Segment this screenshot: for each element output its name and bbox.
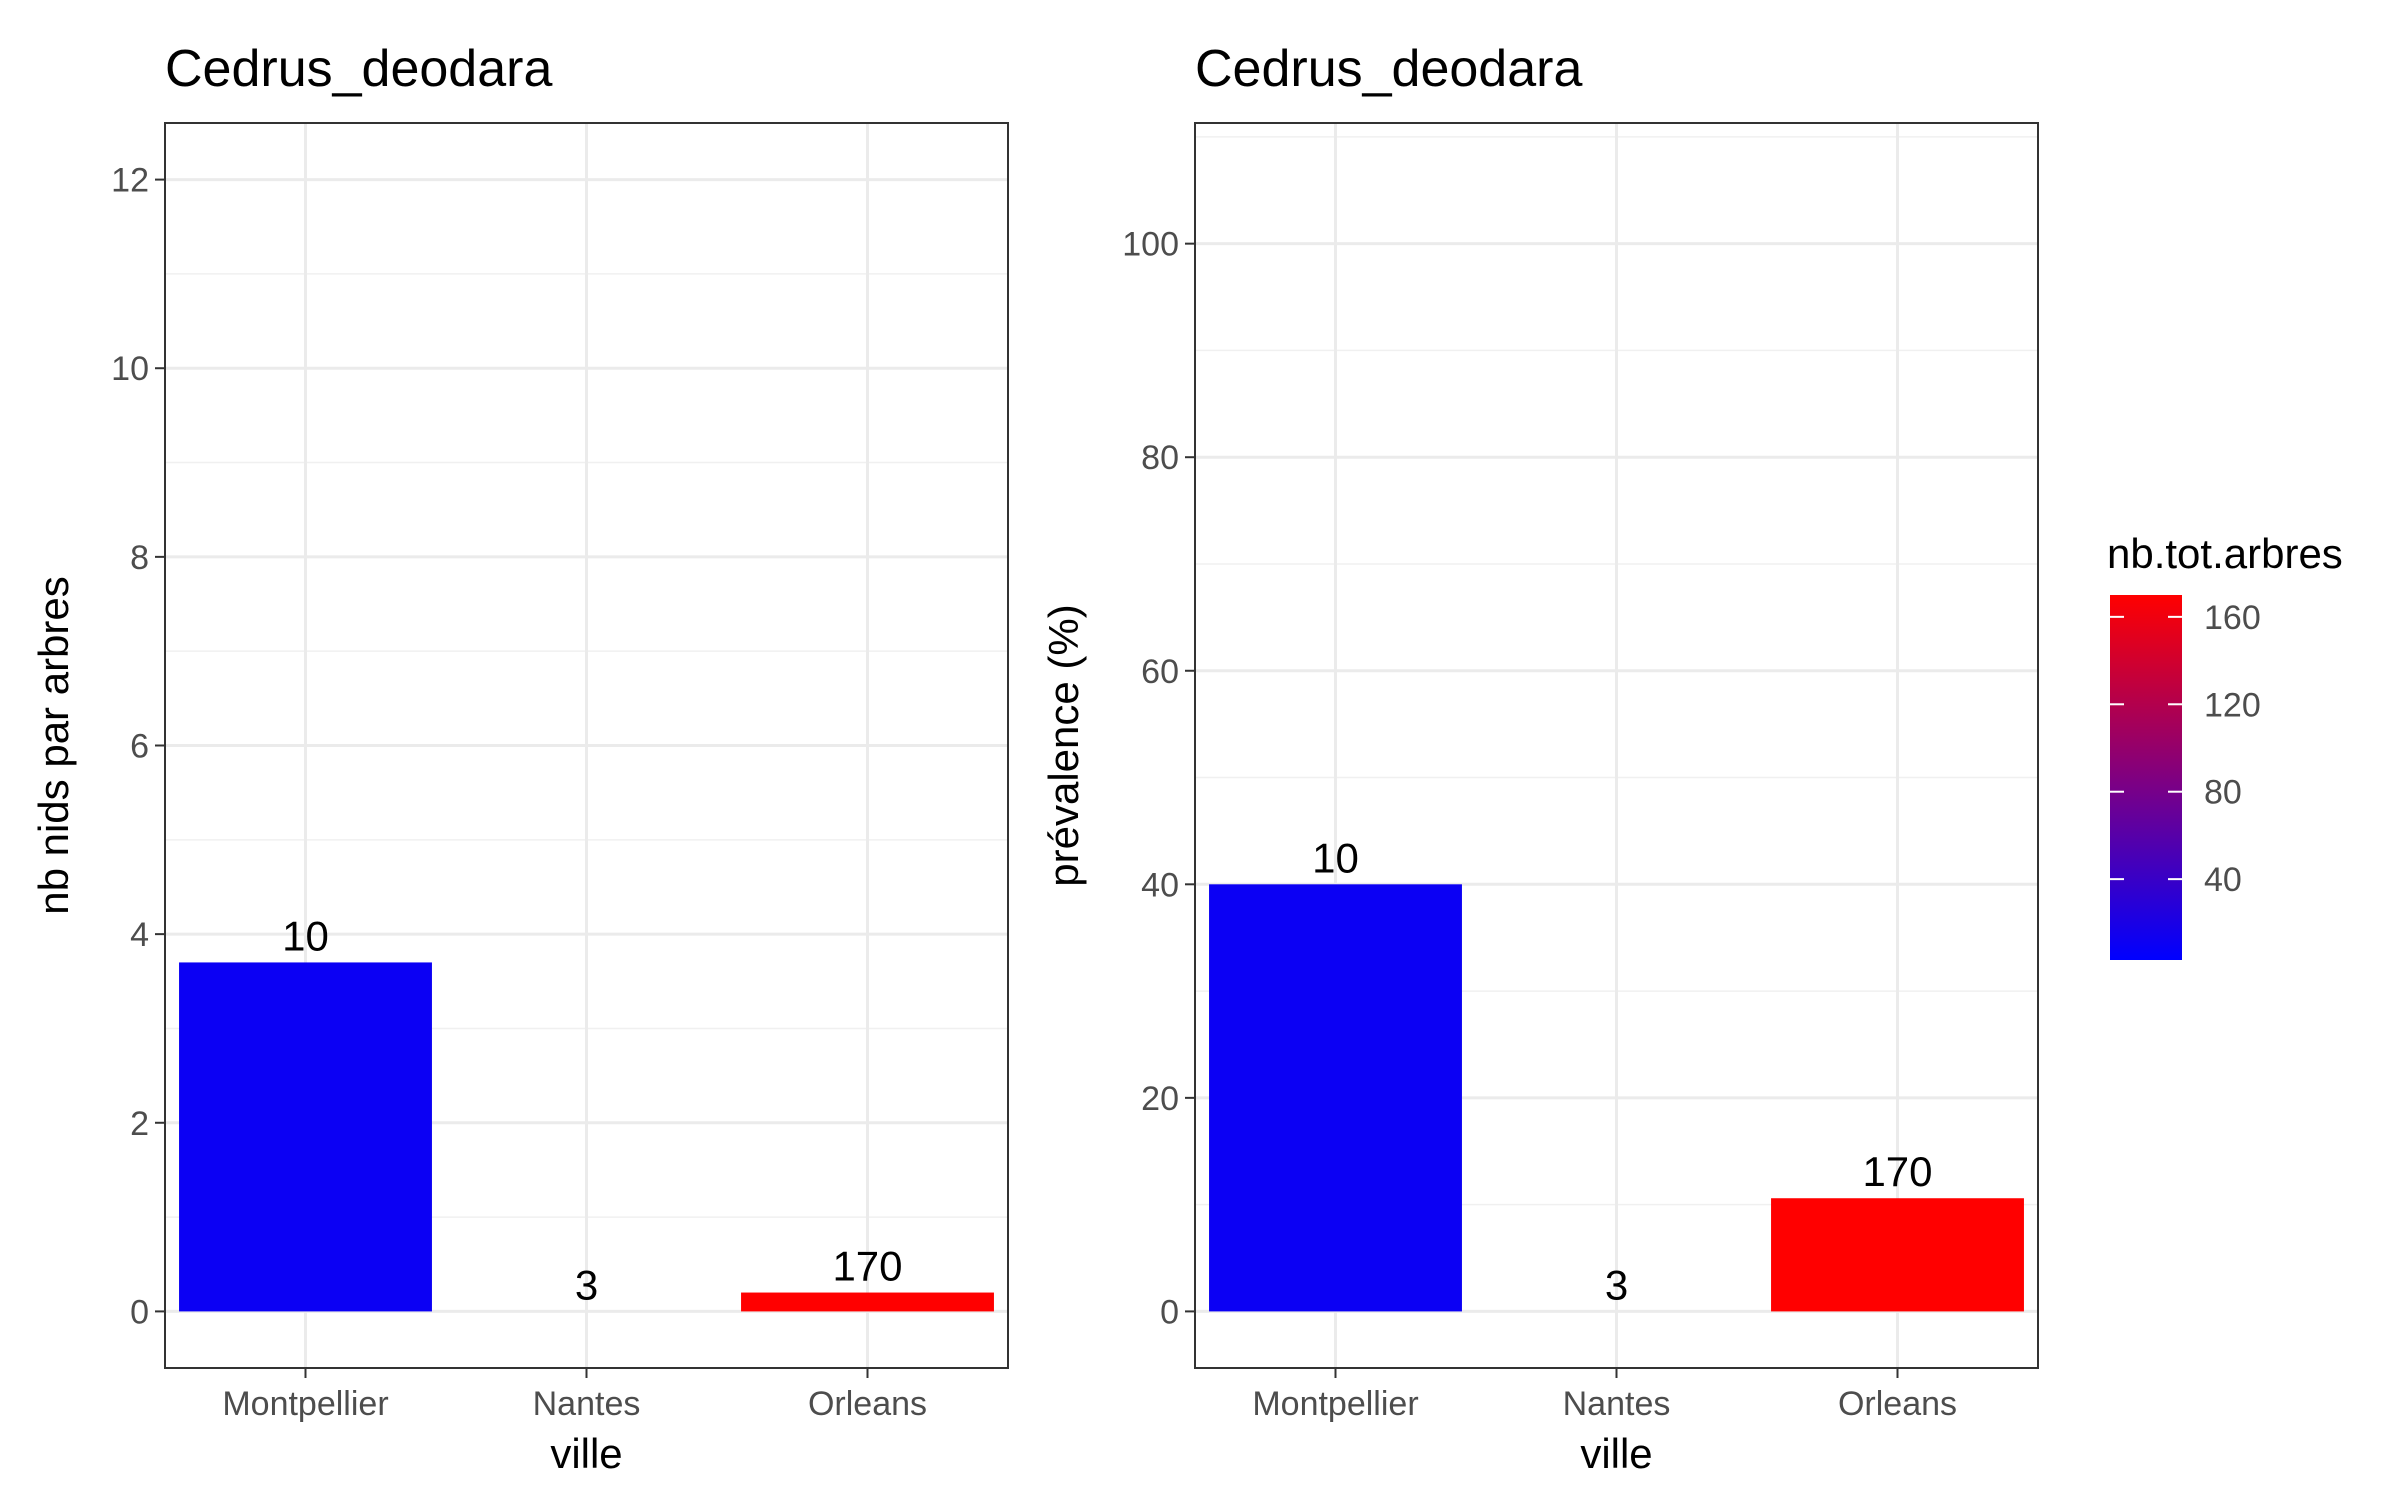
x-tick-label: Montpellier bbox=[222, 1385, 388, 1423]
chart-title: Cedrus_deodara bbox=[165, 40, 552, 98]
bar-montpellier bbox=[179, 962, 432, 1312]
x-tick-label: Montpellier bbox=[1252, 1385, 1418, 1423]
y-axis-title: prévalence (%) bbox=[1040, 604, 1087, 886]
data-label: 170 bbox=[1862, 1148, 1932, 1195]
x-tick-label: Orleans bbox=[808, 1385, 927, 1423]
legend-title: nb.tot.arbres bbox=[2107, 530, 2343, 577]
data-label: 170 bbox=[832, 1243, 902, 1290]
y-tick-label: 0 bbox=[130, 1293, 149, 1331]
y-tick-label: 60 bbox=[1141, 653, 1179, 691]
y-tick-label: 4 bbox=[130, 916, 149, 954]
y-tick-label: 6 bbox=[130, 728, 149, 766]
y-tick-label: 100 bbox=[1122, 226, 1179, 264]
y-tick-label: 80 bbox=[1141, 439, 1179, 477]
y-tick-label: 12 bbox=[111, 162, 149, 200]
legend-label: 160 bbox=[2204, 599, 2261, 637]
y-tick-label: 2 bbox=[130, 1105, 149, 1143]
bar-orleans bbox=[741, 1292, 994, 1312]
x-axis-title: ville bbox=[1580, 1430, 1652, 1477]
y-tick-label: 40 bbox=[1141, 866, 1179, 904]
y-tick-label: 0 bbox=[1160, 1293, 1179, 1331]
legend-label: 120 bbox=[2204, 686, 2261, 724]
x-axis-title: ville bbox=[550, 1430, 622, 1477]
bar-orleans bbox=[1771, 1198, 2024, 1312]
legend-label: 80 bbox=[2204, 774, 2242, 812]
y-tick-label: 8 bbox=[130, 539, 149, 577]
chart-panel-prevalence: 10 3 170 0 20 40 60 80 100 Montpellier Nantes Orlea… bbox=[1040, 40, 2039, 1477]
data-label: 3 bbox=[575, 1261, 598, 1308]
x-tick-label: Nantes bbox=[1563, 1385, 1671, 1423]
legend: nb.tot.arbres 40 80 120 160 bbox=[2107, 530, 2343, 960]
data-label: 3 bbox=[1605, 1261, 1628, 1308]
data-label: 10 bbox=[282, 912, 329, 959]
y-tick-label: 20 bbox=[1141, 1080, 1179, 1118]
bar-montpellier bbox=[1209, 884, 1462, 1312]
chart-panel-nids: 10 3 170 0 2 4 6 8 10 12 Montpellier Nantes Orleans C… bbox=[30, 40, 1009, 1477]
chart-title: Cedrus_deodara bbox=[1195, 40, 1582, 98]
colorbar bbox=[2110, 595, 2182, 960]
data-label: 10 bbox=[1312, 834, 1359, 881]
legend-label: 40 bbox=[2204, 861, 2242, 899]
y-axis-title: nb nids par arbres bbox=[30, 576, 77, 915]
x-tick-label: Orleans bbox=[1838, 1385, 1957, 1423]
y-tick-label: 10 bbox=[111, 350, 149, 388]
x-tick-label: Nantes bbox=[533, 1385, 641, 1423]
